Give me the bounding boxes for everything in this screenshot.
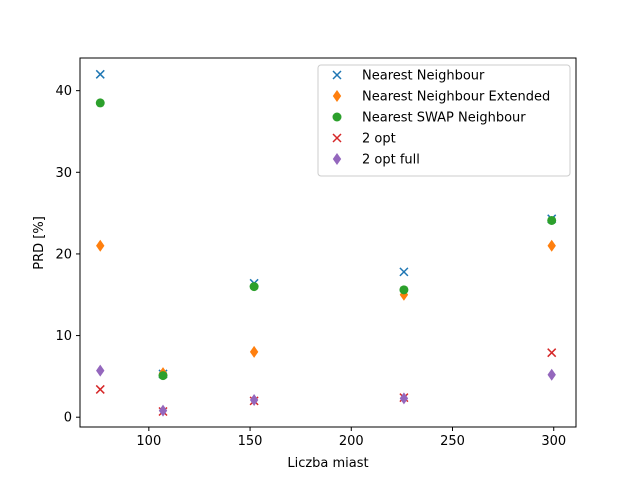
plot-frame xyxy=(79,57,577,428)
series-2 xyxy=(96,239,556,380)
x-tick-label: 100 xyxy=(136,434,161,449)
y-tick-label: 40 xyxy=(55,84,72,99)
x-tick-label: 250 xyxy=(440,434,465,449)
y-tick-label: 20 xyxy=(55,247,72,262)
y-tick-label: 30 xyxy=(55,166,72,181)
legend-label: Nearest Neighbour Extended xyxy=(362,90,550,105)
y-tick-label: 0 xyxy=(64,411,72,426)
x-axis-label: Liczba miast xyxy=(287,456,368,471)
data-point xyxy=(249,345,259,358)
data-point xyxy=(547,215,557,225)
legend-entry: 2 opt xyxy=(332,132,396,147)
data-point xyxy=(158,371,168,381)
legend-marker xyxy=(332,112,342,122)
data-point xyxy=(547,368,556,381)
data-point xyxy=(96,239,105,252)
legend: Nearest Neighbour Nearest Neighbour Exten… xyxy=(317,64,571,177)
data-point xyxy=(95,384,105,394)
x-tick-label: 300 xyxy=(541,434,566,449)
legend-entry: 2 opt full xyxy=(332,153,420,168)
legend-label: Nearest SWAP Neighbour xyxy=(362,111,526,126)
data-point xyxy=(96,364,105,377)
legend-entry: Nearest Neighbour Extended xyxy=(332,90,550,105)
y-axis-label: PRD [%] xyxy=(32,216,47,270)
axes: 100 150 200 250 300 0 10 20 30 40 xyxy=(55,57,577,449)
legend-label: 2 opt xyxy=(362,132,396,147)
legend-label: Nearest Neighbour xyxy=(362,69,485,84)
data-point xyxy=(399,285,409,295)
data-point xyxy=(547,239,556,252)
legend-box xyxy=(317,64,571,177)
legend-label: 2 opt full xyxy=(362,153,420,168)
data-point xyxy=(158,404,168,417)
data-point xyxy=(547,348,557,358)
legend-entry: Nearest Neighbour xyxy=(332,69,485,84)
series-3 xyxy=(95,98,557,381)
data-point xyxy=(249,282,259,292)
x-tick-label: 200 xyxy=(339,434,364,449)
series-5 xyxy=(96,364,556,417)
data-point xyxy=(399,392,409,405)
series-4 xyxy=(95,348,557,417)
y-tick-label: 10 xyxy=(55,329,72,344)
data-point xyxy=(249,394,259,407)
data-point xyxy=(95,98,105,108)
plot-area xyxy=(95,69,557,417)
legend-entry: Nearest SWAP Neighbour xyxy=(332,111,526,126)
legend-marker xyxy=(332,70,342,80)
x-tick-label: 150 xyxy=(238,434,263,449)
legend-marker xyxy=(332,153,342,165)
data-point xyxy=(95,69,105,79)
legend-marker xyxy=(332,133,342,143)
legend-marker xyxy=(332,90,342,102)
data-point xyxy=(399,267,409,277)
